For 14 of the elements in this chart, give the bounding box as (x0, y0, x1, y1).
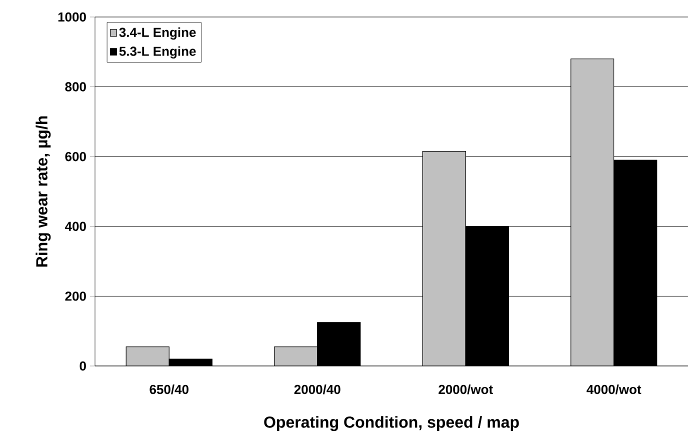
x-tick-label: 2000/40 (294, 384, 340, 394)
x-tick-label: 650/40 (150, 384, 188, 394)
y-axis-title: Ring wear rate, µg/h (36, 116, 51, 267)
y-tick-label: 400 (64, 222, 86, 231)
legend-label: 3.4-L Engine (119, 27, 196, 40)
y-tick-label: 600 (65, 152, 86, 162)
x-tick-label: 2000/wot (438, 384, 493, 394)
x-tick-label: 4000/wot (586, 384, 642, 394)
y-tick-label: 800 (65, 82, 86, 92)
y-tick-label: 200 (65, 292, 86, 301)
x-axis-title: Operating Condition, speed / map (264, 416, 519, 432)
legend-label: 5.3-L Engine (119, 46, 196, 59)
y-tick-label: 1000 (58, 12, 86, 22)
y-tick-label: 0 (80, 361, 86, 371)
